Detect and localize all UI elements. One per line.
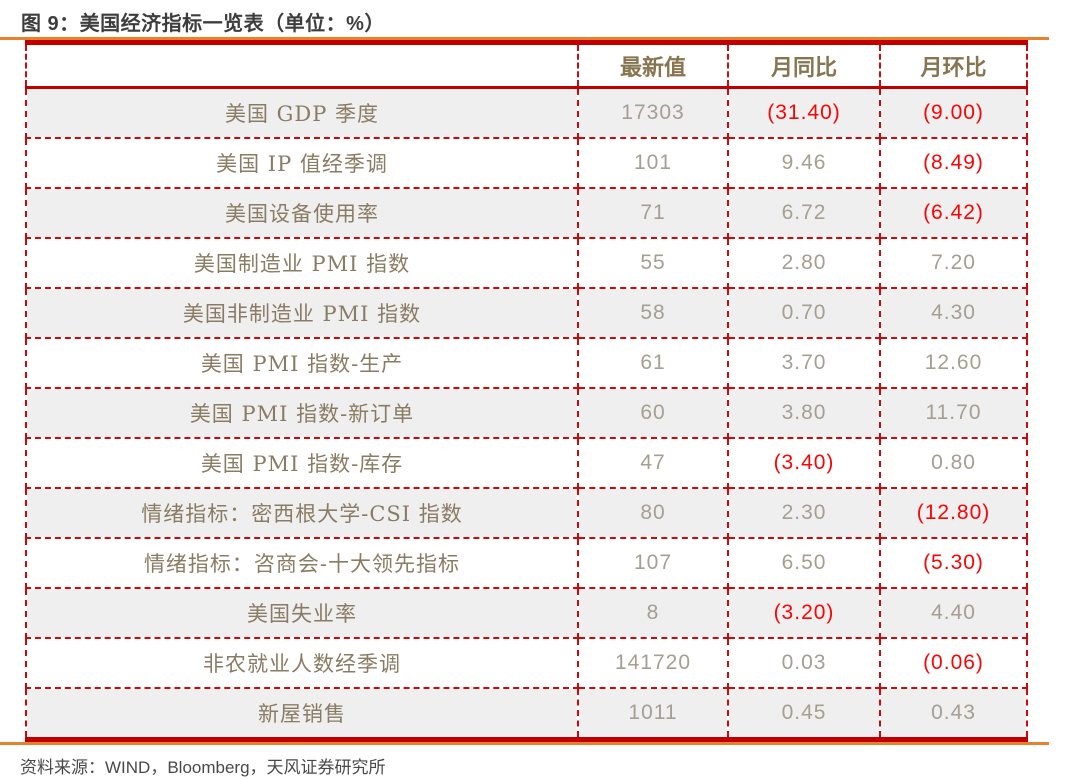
yoy-value-cell: (3.20)	[727, 587, 881, 639]
figure-title: 图 9：美国经济指标一览表（单位：%）	[21, 13, 385, 35]
source-note: 资料来源：WIND，Bloomberg，天风证券研究所	[20, 758, 386, 777]
yoy-value-cell: 6.50	[727, 537, 881, 589]
latest-value-cell: 47	[577, 437, 729, 489]
latest-value-cell: 71	[577, 187, 729, 239]
latest-value-cell: 17303	[577, 86, 729, 139]
table-row: 新屋销售 1011 0.45 0.43	[25, 687, 1028, 741]
mom-value-cell: (5.30)	[879, 537, 1028, 589]
indicator-cell: 美国设备使用率	[25, 187, 579, 239]
table-row: 美国失业率 8 (3.20) 4.40	[25, 587, 1028, 639]
indicator-cell: 新屋销售	[25, 687, 579, 741]
bottom-accent-line	[0, 742, 1049, 745]
yoy-value-cell: 2.30	[727, 487, 881, 539]
indicator-cell: 非农就业人数经季调	[25, 637, 579, 689]
indicator-cell: 美国 IP 值经季调	[25, 137, 579, 189]
latest-value-cell: 141720	[577, 637, 729, 689]
table-row: 美国 GDP 季度 17303 (31.40) (9.00)	[25, 86, 1028, 139]
indicator-cell: 美国 PMI 指数-库存	[25, 437, 579, 489]
table-header-row: 最新值 月同比 月环比	[25, 42, 1028, 89]
indicator-cell: 情绪指标：密西根大学-CSI 指数	[25, 487, 579, 539]
indicator-cell: 美国 GDP 季度	[25, 86, 579, 139]
indicators-table: 最新值 月同比 月环比 美国 GDP 季度 17303 (31.40) (9.00) 美…	[25, 40, 1028, 742]
yoy-value-cell: 3.80	[727, 387, 881, 439]
yoy-value-cell: (31.40)	[727, 86, 881, 139]
mom-value-cell: 4.30	[879, 287, 1028, 339]
table-row: 美国非制造业 PMI 指数 58 0.70 4.30	[25, 287, 1028, 339]
table-row: 非农就业人数经季调 141720 0.03 (0.06)	[25, 637, 1028, 689]
latest-value-cell: 107	[577, 537, 729, 589]
header-cell-yoy: 月同比	[727, 42, 881, 89]
mom-value-cell: 7.20	[879, 237, 1028, 289]
yoy-value-cell: 0.45	[727, 687, 881, 741]
latest-value-cell: 58	[577, 287, 729, 339]
yoy-value-cell: (3.40)	[727, 437, 881, 489]
top-accent-line	[0, 37, 1049, 40]
mom-value-cell: 12.60	[879, 337, 1028, 389]
table-row: 美国设备使用率 71 6.72 (6.42)	[25, 187, 1028, 239]
yoy-value-cell: 2.80	[727, 237, 881, 289]
table-row: 美国 PMI 指数-库存 47 (3.40) 0.80	[25, 437, 1028, 489]
indicator-cell: 美国制造业 PMI 指数	[25, 237, 579, 289]
header-cell-mom: 月环比	[879, 42, 1028, 89]
indicator-cell: 美国 PMI 指数-新订单	[25, 387, 579, 439]
mom-value-cell: 11.70	[879, 387, 1028, 439]
mom-value-cell: (6.42)	[879, 187, 1028, 239]
latest-value-cell: 55	[577, 237, 729, 289]
indicator-cell: 美国 PMI 指数-生产	[25, 337, 579, 389]
yoy-value-cell: 3.70	[727, 337, 881, 389]
table-row: 美国 PMI 指数-生产 61 3.70 12.60	[25, 337, 1028, 389]
latest-value-cell: 101	[577, 137, 729, 189]
indicator-cell: 美国失业率	[25, 587, 579, 639]
table-row: 美国 PMI 指数-新订单 60 3.80 11.70	[25, 387, 1028, 439]
indicator-cell: 情绪指标：咨商会-十大领先指标	[25, 537, 579, 589]
indicator-cell: 美国非制造业 PMI 指数	[25, 287, 579, 339]
mom-value-cell: (12.80)	[879, 487, 1028, 539]
table-row: 情绪指标：密西根大学-CSI 指数 80 2.30 (12.80)	[25, 487, 1028, 539]
yoy-value-cell: 6.72	[727, 187, 881, 239]
latest-value-cell: 8	[577, 587, 729, 639]
table-row: 美国 IP 值经季调 101 9.46 (8.49)	[25, 137, 1028, 189]
mom-value-cell: (0.06)	[879, 637, 1028, 689]
yoy-value-cell: 0.03	[727, 637, 881, 689]
mom-value-cell: (9.00)	[879, 86, 1028, 139]
header-cell-indicator	[25, 42, 579, 89]
yoy-value-cell: 9.46	[727, 137, 881, 189]
yoy-value-cell: 0.70	[727, 287, 881, 339]
latest-value-cell: 1011	[577, 687, 729, 741]
mom-value-cell: 0.43	[879, 687, 1028, 741]
header-cell-latest: 最新值	[577, 42, 729, 89]
latest-value-cell: 60	[577, 387, 729, 439]
table-row: 美国制造业 PMI 指数 55 2.80 7.20	[25, 237, 1028, 289]
mom-value-cell: (8.49)	[879, 137, 1028, 189]
mom-value-cell: 4.40	[879, 587, 1028, 639]
table-row: 情绪指标：咨商会-十大领先指标 107 6.50 (5.30)	[25, 537, 1028, 589]
mom-value-cell: 0.80	[879, 437, 1028, 489]
latest-value-cell: 61	[577, 337, 729, 389]
latest-value-cell: 80	[577, 487, 729, 539]
